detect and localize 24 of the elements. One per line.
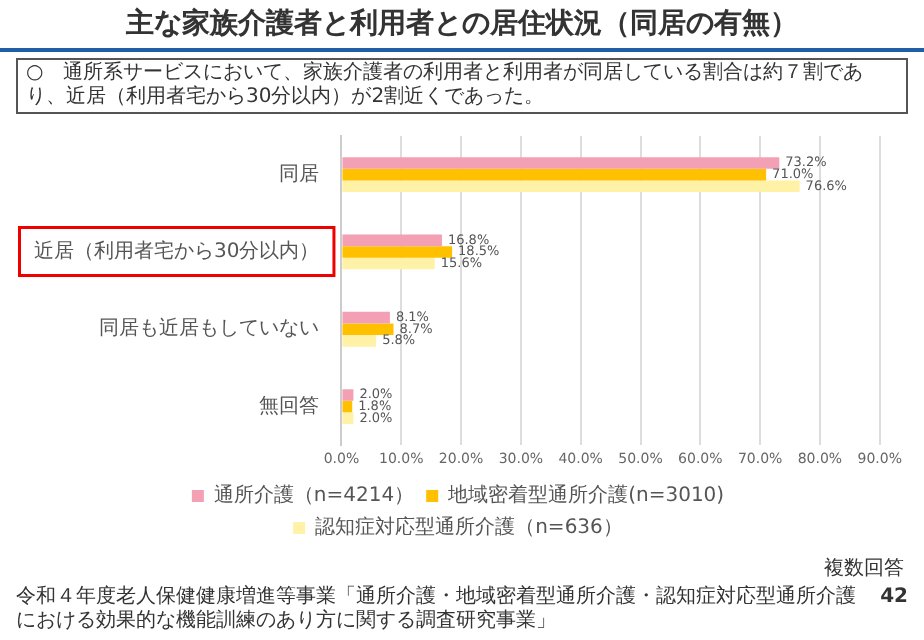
bar [342,311,390,324]
y-tick-label: 同居 [279,163,320,186]
y-tick-label: 同居も近居もしていない [99,316,320,341]
bar [342,234,442,247]
text: 複数回答 [822,558,904,582]
bar [342,412,354,424]
legend-label: 地域密着型通所介護(n=3010) [446,483,725,508]
bar [342,257,435,270]
legend-label: 通所介護（n=4214） [213,483,415,508]
bar [342,180,800,193]
legend-label: 認知症対応型通所介護（n=636） [315,515,623,540]
bar [342,157,780,169]
text: 令和４年度老人保健健康増進等事業「通所介護・地域密着型通所介護・認知症対応型通所介護における効果的な機能訓練のあり方に関する調査研究事業」 [16,586,858,634]
chart-title: 主な家族介護者と利用者との居住状況（同居の有無） [124,5,800,42]
bar [342,246,453,258]
bar [342,323,394,336]
bar [342,168,767,181]
chart-subtitle: ○ 通所系サービスにおいて、家族介護者の利用者と利用者が同居している割合は約７割であり、近居（利用者宅から30分以内）が2割近くであった。 [16,58,908,114]
bar [342,335,377,347]
text: 42 [880,586,908,610]
bar [342,389,354,401]
y-tick-label: 無回答 [259,393,320,418]
bar [342,400,353,413]
y-tick-label: 近居（利用者宅から30分以内） [33,239,320,264]
